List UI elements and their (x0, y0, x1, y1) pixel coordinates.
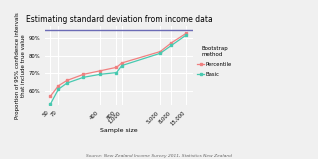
Percentile (98, 70, 102, 72)
Percentile (169, 42, 173, 44)
Basic (169, 45, 173, 46)
Percentile (57, 85, 60, 87)
Percentile (48, 95, 52, 97)
Basic (114, 72, 118, 74)
Percentile (65, 80, 69, 81)
Percentile (120, 62, 124, 64)
Percentile (81, 73, 85, 75)
Text: Source: New Zealand Income Survey 2011, Statistics New Zealand: Source: New Zealand Income Survey 2011, … (86, 154, 232, 158)
Line: Percentile: Percentile (49, 32, 188, 98)
Basic (57, 88, 60, 90)
Line: Basic: Basic (49, 34, 188, 106)
X-axis label: Sample size: Sample size (100, 128, 138, 133)
Basic (158, 52, 162, 54)
Basic (48, 103, 52, 105)
Legend: Percentile, Basic: Percentile, Basic (197, 46, 232, 77)
Basic (184, 34, 188, 36)
Basic (120, 65, 124, 66)
Basic (65, 82, 69, 84)
Percentile (114, 66, 118, 68)
Basic (81, 76, 85, 78)
Basic (98, 73, 102, 75)
Percentile (158, 51, 162, 52)
Percentile (184, 32, 188, 34)
Y-axis label: Proportion of 95% confidence intervals
that include true value: Proportion of 95% confidence intervals t… (15, 12, 26, 119)
Title: Estimating standard deviation from income data: Estimating standard deviation from incom… (26, 15, 212, 24)
